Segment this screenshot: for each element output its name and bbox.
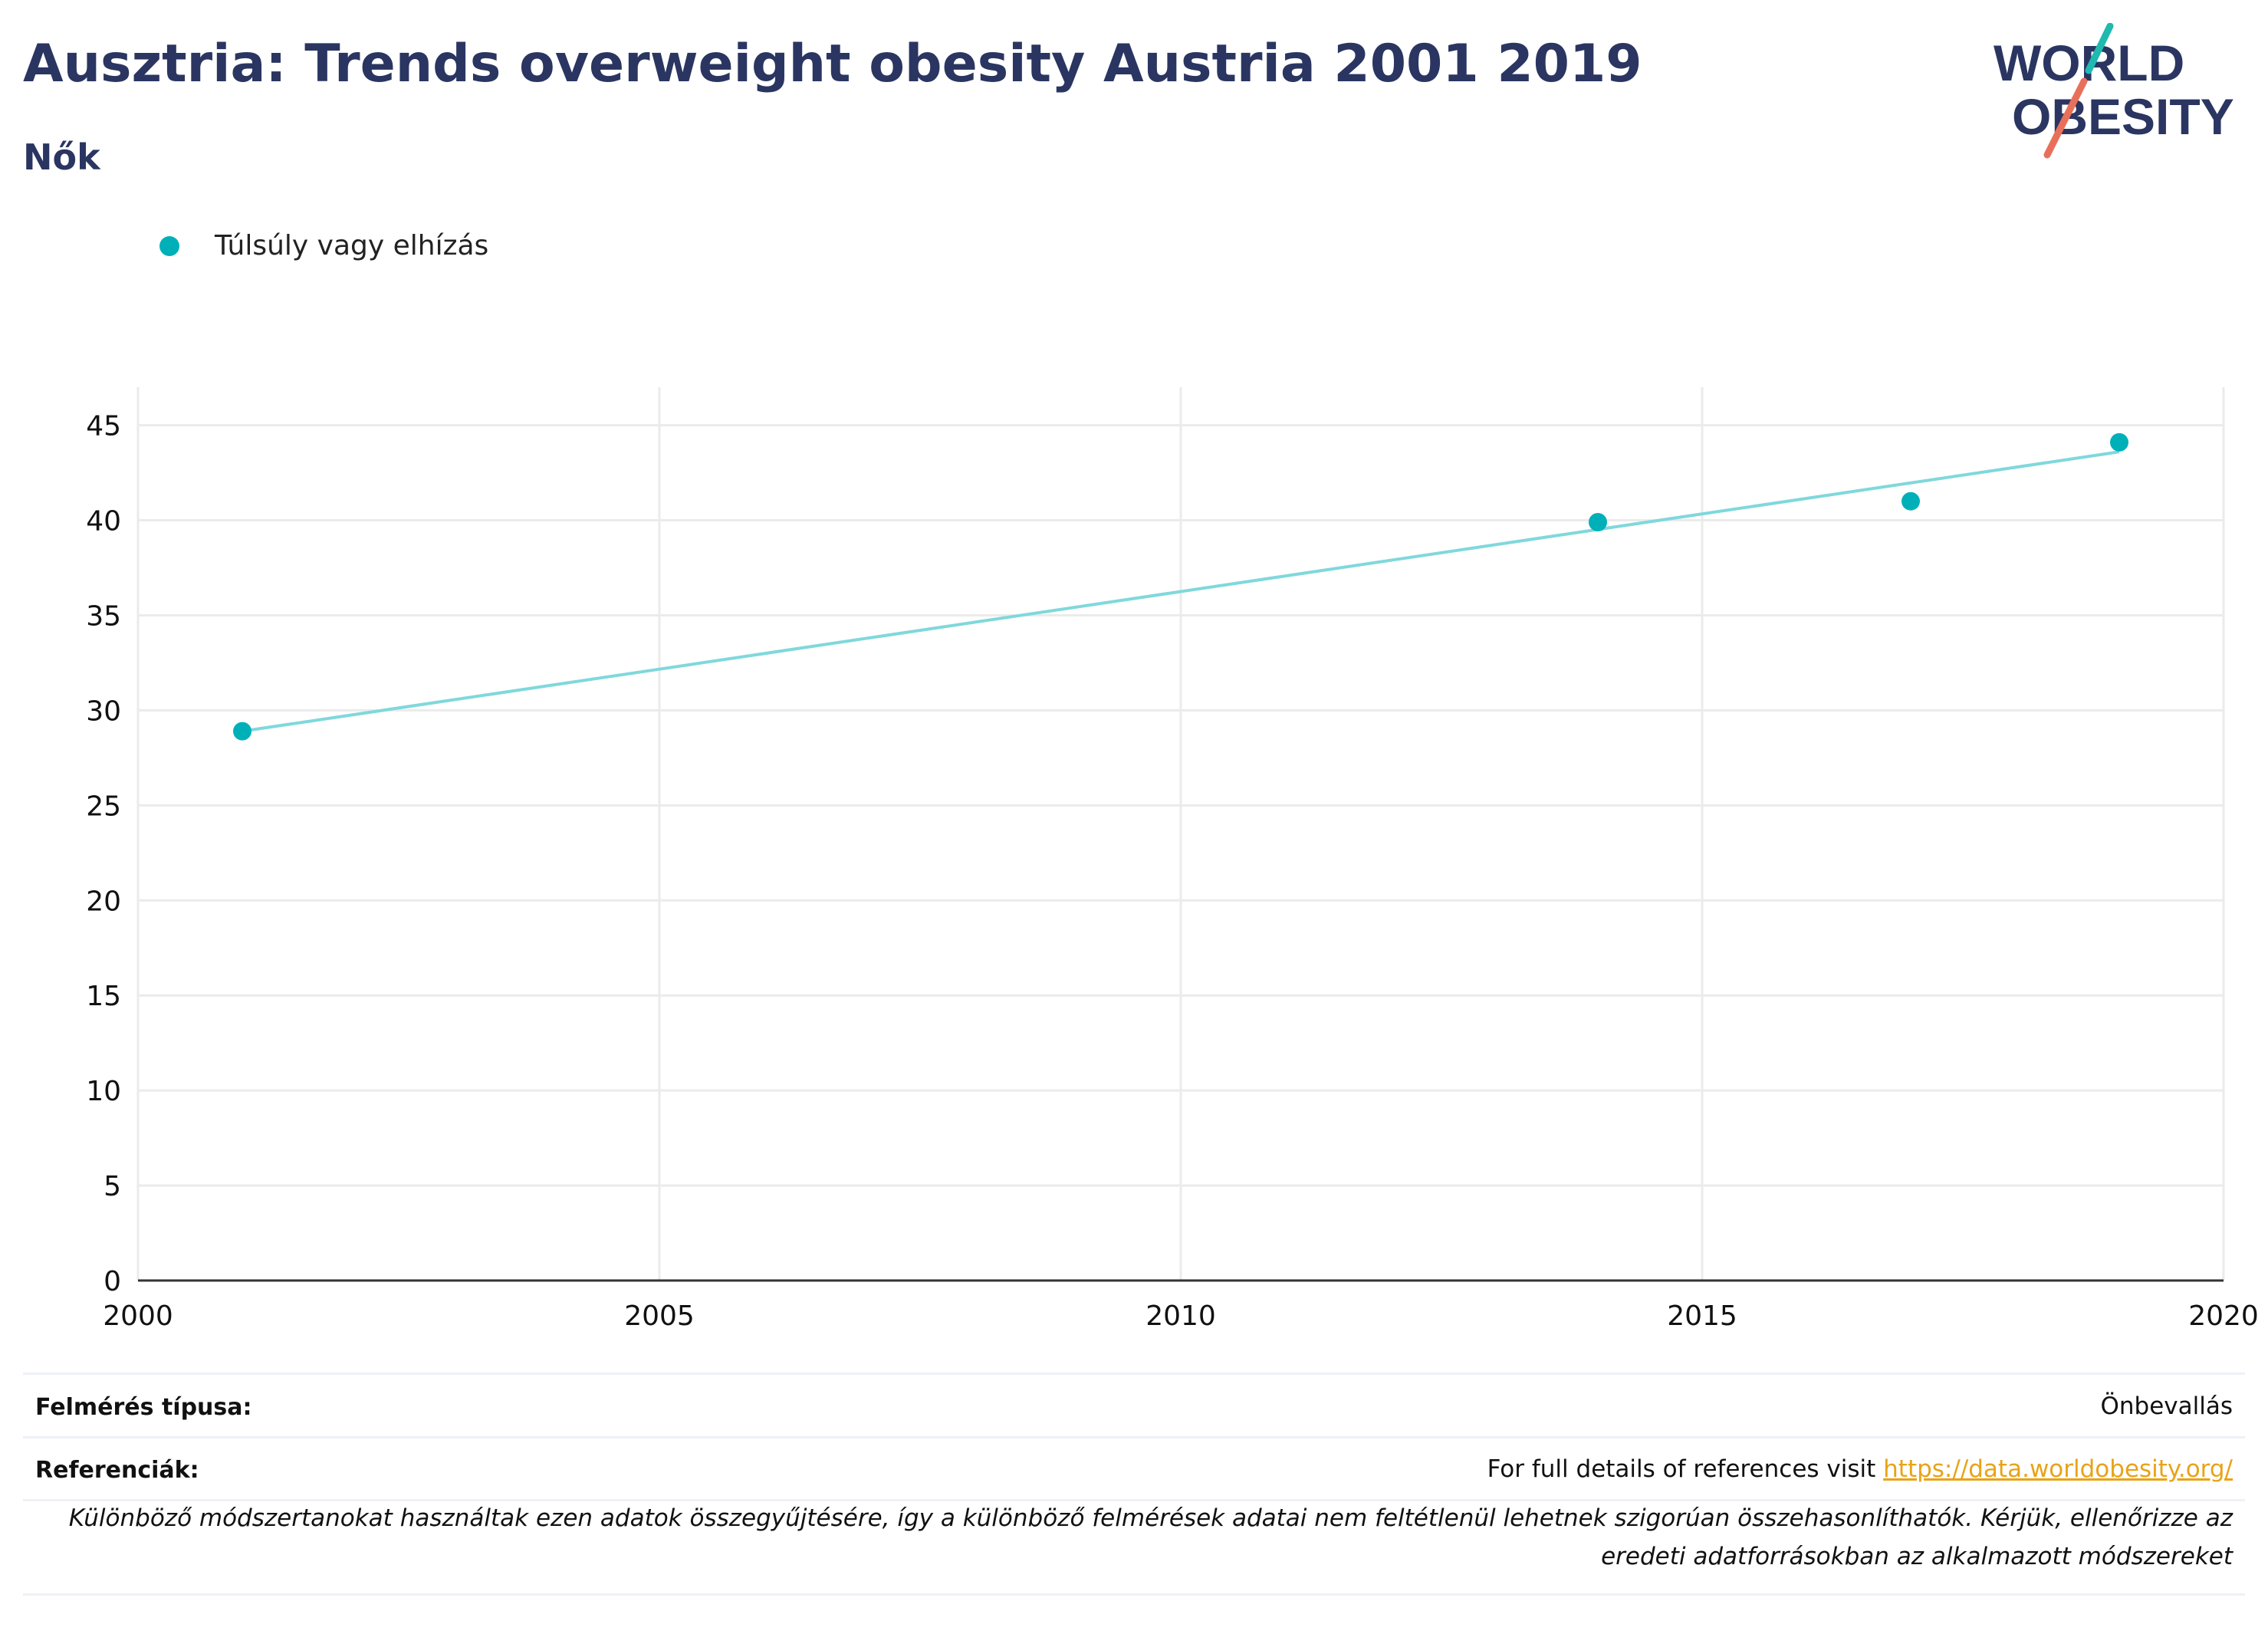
page-title: Ausztria: Trends overweight obesity Aust… [23,34,1642,94]
x-tick-label: 2020 [2188,1300,2259,1332]
y-tick-label: 25 [86,791,121,822]
survey-type-value: Önbevallás [2100,1392,2233,1420]
y-tick-label: 40 [86,506,121,538]
page-subtitle: Nők [23,136,100,178]
data-point [1589,512,1607,531]
x-tick-label: 2015 [1667,1300,1737,1332]
data-point [233,722,251,741]
references-value: For full details of references visit htt… [1487,1455,2233,1483]
y-tick-label: 5 [104,1171,121,1202]
y-tick-label: 20 [86,886,121,917]
survey-type-label: Felmérés típusa: [35,1394,252,1421]
logo-coral-slash [2043,77,2088,159]
trend-layer [242,450,2120,733]
y-tick-label: 30 [86,695,121,727]
x-tick-label: 2010 [1146,1300,1216,1332]
references-label: Referenciák: [35,1457,199,1484]
meta-divider-top [23,1373,2245,1375]
y-tick-label: 35 [86,600,121,632]
trendline [242,450,2120,733]
grid-layer [136,387,2225,1281]
points-layer [233,432,2128,741]
logo-teal-slash [2085,23,2114,74]
meta-divider-middle [23,1436,2245,1438]
y-tick-label: 15 [86,981,121,1012]
x-tick-label: 2000 [103,1300,173,1332]
data-point [2110,432,2128,452]
legend-marker [159,235,179,256]
world-obesity-logo[interactable]: WORLD OBESITY [1994,23,2254,161]
legend-label: Túlsúly vagy elhízás [215,230,489,261]
logo-word-obesity: OBESITY [2012,88,2234,145]
x-tick-label: 2005 [624,1300,695,1332]
meta-divider-bottom [23,1499,2245,1501]
chart-legend[interactable]: Túlsúly vagy elhízás [159,230,488,261]
y-tick-label: 0 [104,1266,121,1297]
meta-divider-end [23,1593,2245,1596]
references-text: For full details of references visit [1487,1455,1884,1483]
scatter-chart: 0 5 10 15 20 25 30 35 40 45 2000 2005 2010 2015 2020 [86,387,2259,1332]
y-tick-label: 10 [86,1076,121,1107]
axis-layer: 0 5 10 15 20 25 30 35 40 45 2000 2005 2010 2015 2020 [86,411,2259,1332]
y-tick-label: 45 [86,411,121,442]
references-link[interactable]: https://data.worldobesity.org/ [1883,1455,2233,1483]
methodology-note: Különböző módszertanokat használtak ezen… [68,1504,2233,1570]
data-point [1902,492,1920,511]
